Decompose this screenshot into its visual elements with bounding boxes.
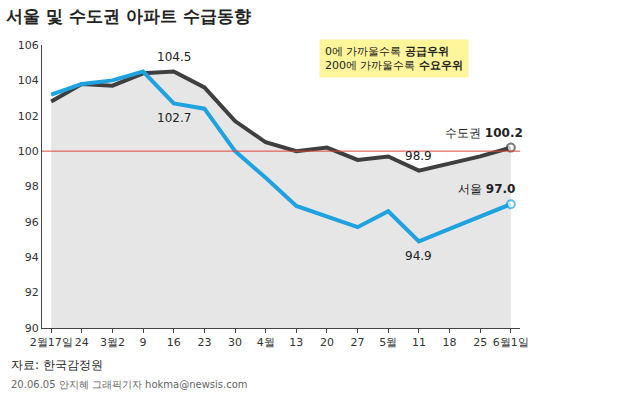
svg-text:98.9: 98.9: [405, 149, 432, 163]
svg-text:3월2: 3월2: [100, 336, 125, 349]
svg-text:13: 13: [289, 336, 303, 349]
svg-text:서울 97.0: 서울 97.0: [458, 182, 515, 196]
svg-text:96: 96: [25, 216, 39, 229]
svg-text:23: 23: [197, 336, 211, 349]
svg-text:27: 27: [351, 336, 365, 349]
svg-text:104.5: 104.5: [157, 50, 191, 64]
svg-text:4월: 4월: [257, 336, 275, 349]
svg-text:24: 24: [75, 336, 89, 349]
svg-text:94: 94: [25, 251, 39, 264]
svg-text:98: 98: [25, 180, 39, 193]
svg-text:6월1일: 6월1일: [493, 336, 529, 349]
svg-text:수도권 100.2: 수도권 100.2: [445, 126, 523, 140]
svg-text:25: 25: [473, 336, 487, 349]
svg-text:20: 20: [320, 336, 334, 349]
svg-text:106: 106: [18, 39, 39, 52]
svg-text:102.7: 102.7: [157, 111, 191, 125]
svg-text:92: 92: [25, 286, 39, 299]
svg-text:94.9: 94.9: [405, 249, 432, 263]
svg-text:18: 18: [443, 336, 457, 349]
svg-text:90: 90: [25, 322, 39, 335]
svg-text:0에 가까울수록 공급우위200에 가까울수록 수요우위: 0에 가까울수록 공급우위200에 가까울수록 수요우위: [325, 45, 463, 72]
svg-text:11: 11: [412, 336, 426, 349]
svg-text:100: 100: [18, 145, 39, 158]
svg-text:30: 30: [228, 336, 242, 349]
svg-text:2월17일: 2월17일: [30, 336, 73, 349]
svg-text:자료: 한국감정원: 자료: 한국감정원: [11, 358, 103, 372]
svg-text:16: 16: [167, 336, 181, 349]
svg-text:20.06.05 안지혜 그래픽기자 hokma@newsi: 20.06.05 안지혜 그래픽기자 hokma@newsis.com: [11, 379, 248, 390]
svg-text:5월: 5월: [379, 336, 397, 349]
svg-text:104: 104: [18, 74, 39, 87]
svg-text:9: 9: [140, 336, 147, 349]
svg-text:서울 및 수도권 아파트 수급동향: 서울 및 수도권 아파트 수급동향: [6, 6, 251, 26]
svg-text:102: 102: [18, 110, 39, 123]
